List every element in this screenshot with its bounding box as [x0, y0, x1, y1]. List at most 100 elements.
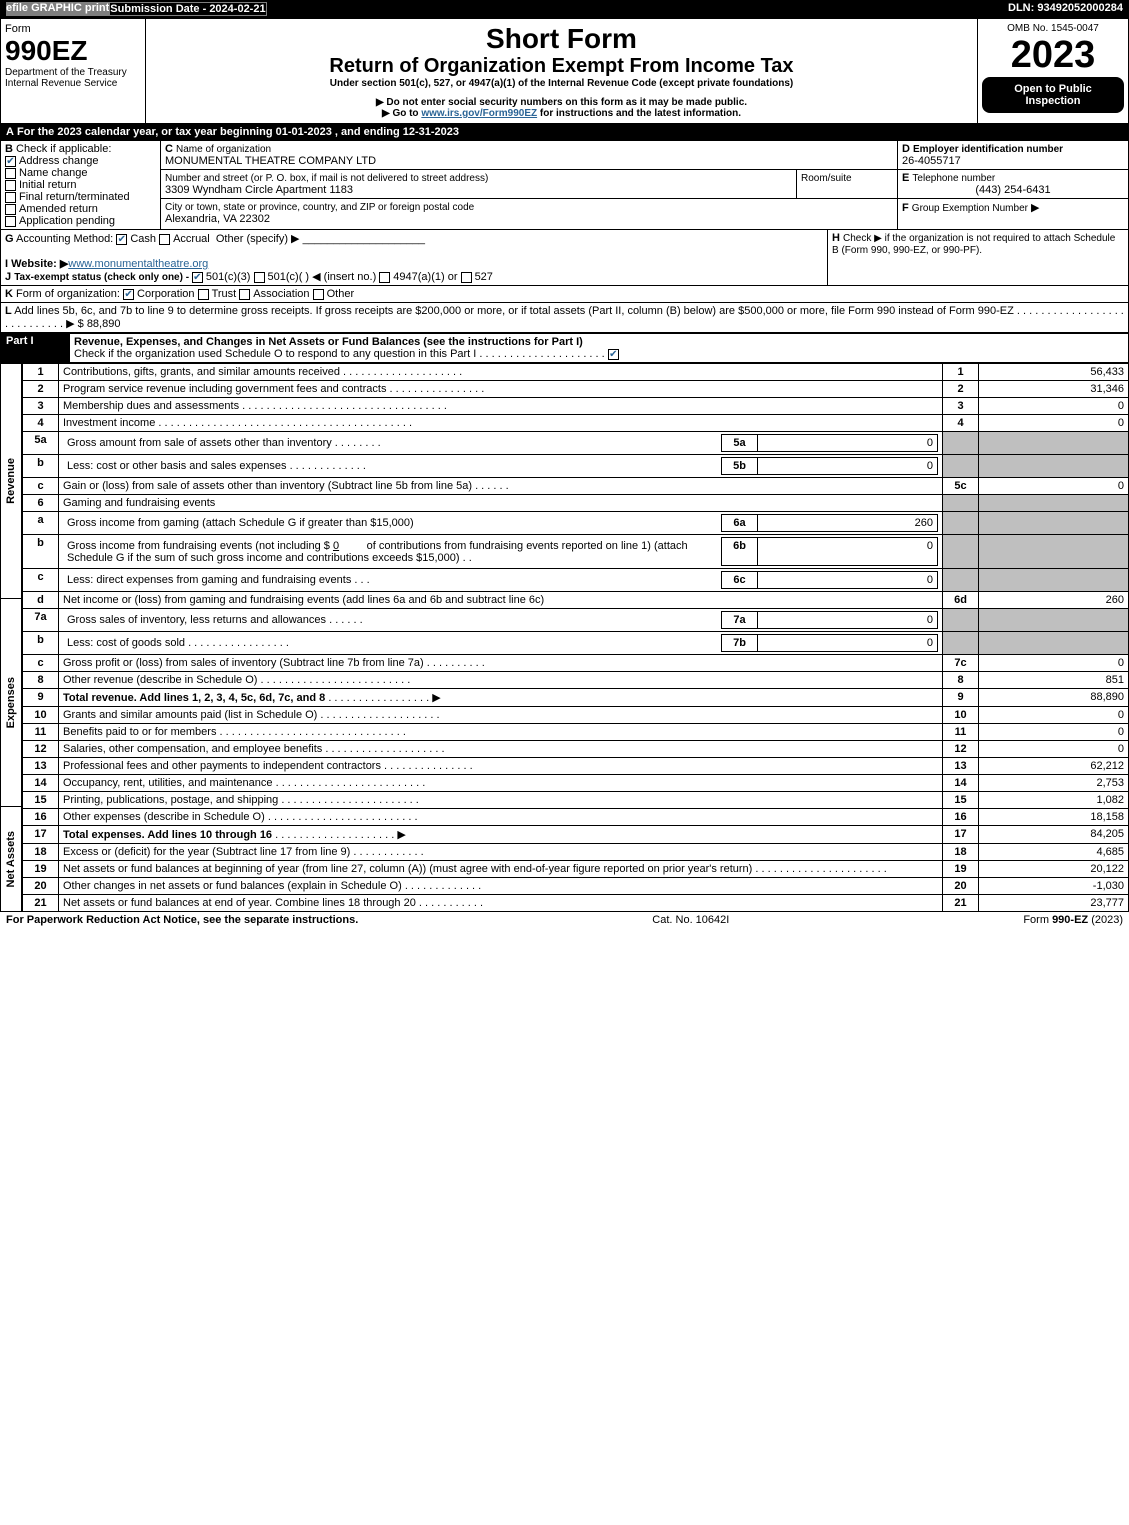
- lbl-501c3: 501(c)(3): [206, 271, 251, 283]
- title-main: Return of Organization Exempt From Incom…: [150, 55, 973, 78]
- ln14-text: Occupancy, rent, utilities, and maintena…: [63, 777, 273, 789]
- ln3-num: 3: [23, 398, 59, 415]
- ln7b-text: Less: cost of goods sold: [67, 637, 185, 649]
- ln6b-num: b: [23, 535, 59, 569]
- ln6a-num: a: [23, 512, 59, 535]
- lbl-insert: ◀ (insert no.): [312, 271, 376, 283]
- ln7c-amt: 0: [979, 655, 1129, 672]
- chk-name-change[interactable]: [5, 168, 16, 179]
- page-footer: For Paperwork Reduction Act Notice, see …: [0, 912, 1129, 928]
- website-link[interactable]: www.monumentaltheatre.org: [68, 258, 208, 270]
- ln7a-text: Gross sales of inventory, less returns a…: [67, 614, 326, 626]
- ln16-num: 16: [23, 809, 59, 826]
- ln14-amt: 2,753: [979, 775, 1129, 792]
- ln5a-text: Gross amount from sale of assets other t…: [67, 437, 332, 449]
- lbl-other-method: Other (specify) ▶: [216, 233, 300, 245]
- note-goto-post: for instructions and the latest informat…: [537, 108, 741, 119]
- chk-pending[interactable]: [5, 216, 16, 227]
- efile-label[interactable]: efile GRAPHIC print: [6, 2, 109, 16]
- part1-heading: Revenue, Expenses, and Changes in Net As…: [74, 336, 583, 348]
- g-label: Accounting Method:: [16, 233, 113, 245]
- ln1-amt: 56,433: [979, 364, 1129, 381]
- vlabel-revenue: Revenue: [5, 458, 17, 504]
- ln6d-text: Net income or (loss) from gaming and fun…: [59, 592, 943, 609]
- ln6c-num: c: [23, 569, 59, 592]
- chk-527[interactable]: [461, 272, 472, 283]
- ln14-num: 14: [23, 775, 59, 792]
- open-public-badge: Open to Public Inspection: [982, 77, 1124, 113]
- ln7a-subamt: 0: [758, 612, 938, 629]
- chk-4947[interactable]: [379, 272, 390, 283]
- ln7a-subref: 7a: [722, 612, 758, 629]
- ln6b-inlineamt: 0: [333, 540, 339, 552]
- chk-initial-return[interactable]: [5, 180, 16, 191]
- ln5a-num: 5a: [23, 432, 59, 455]
- chk-address-change[interactable]: [5, 156, 16, 167]
- ln4-amt: 0: [979, 415, 1129, 432]
- ln1-num: 1: [23, 364, 59, 381]
- chk-other-org[interactable]: [313, 289, 324, 300]
- ln18-ref: 18: [943, 844, 979, 861]
- ein-value: 26-4055717: [902, 155, 961, 167]
- vlabel-expenses: Expenses: [5, 677, 17, 728]
- city-value: Alexandria, VA 22302: [165, 213, 270, 225]
- ln5b-num: b: [23, 455, 59, 478]
- ln2-amt: 31,346: [979, 381, 1129, 398]
- lbl-final-return: Final return/terminated: [19, 191, 130, 203]
- c-name-label: Name of organization: [176, 144, 271, 155]
- ln21-num: 21: [23, 895, 59, 912]
- ln13-num: 13: [23, 758, 59, 775]
- chk-accrual[interactable]: [159, 234, 170, 245]
- chk-assoc[interactable]: [239, 289, 250, 300]
- chk-final-return[interactable]: [5, 192, 16, 203]
- chk-trust[interactable]: [198, 289, 209, 300]
- street-label: Number and street (or P. O. box, if mail…: [165, 173, 488, 184]
- chk-amended[interactable]: [5, 204, 16, 215]
- ln6b-subamt: 0: [758, 538, 938, 566]
- lbl-name-change: Name change: [19, 167, 88, 179]
- ln3-ref: 3: [943, 398, 979, 415]
- ln20-text: Other changes in net assets or fund bala…: [63, 880, 402, 892]
- ln5c-num: c: [23, 478, 59, 495]
- org-name: MONUMENTAL THEATRE COMPANY LTD: [165, 155, 376, 167]
- chk-501c3[interactable]: [192, 272, 203, 283]
- l-amount: $ 88,890: [78, 318, 121, 330]
- irs-link[interactable]: www.irs.gov/Form990EZ: [421, 108, 537, 119]
- ln6d-ref: 6d: [943, 592, 979, 609]
- ln9-ref: 9: [943, 689, 979, 707]
- city-label: City or town, state or province, country…: [165, 202, 474, 213]
- ln2-text: Program service revenue including govern…: [63, 383, 386, 395]
- dln: DLN: 93492052000284: [1002, 0, 1129, 18]
- note-goto: ▶ Go to www.irs.gov/Form990EZ for instru…: [150, 108, 973, 119]
- ln20-amt: -1,030: [979, 878, 1129, 895]
- e-label: Telephone number: [912, 173, 995, 184]
- lines-table: 1Contributions, gifts, grants, and simil…: [22, 363, 1129, 912]
- vlabel-netassets: Net Assets: [5, 831, 17, 887]
- chk-501c[interactable]: [254, 272, 265, 283]
- g-h-block: G Accounting Method: Cash Accrual Other …: [0, 230, 1129, 286]
- ln2-num: 2: [23, 381, 59, 398]
- k-block: K Form of organization: Corporation Trus…: [0, 286, 1129, 303]
- part1-header: Part I Revenue, Expenses, and Changes in…: [0, 333, 1129, 363]
- footer-right: Form 990-EZ (2023): [1023, 914, 1123, 926]
- street-value: 3309 Wyndham Circle Apartment 1183: [165, 184, 353, 196]
- ln4-num: 4: [23, 415, 59, 432]
- lbl-address-change: Address change: [19, 155, 99, 167]
- ln8-amt: 851: [979, 672, 1129, 689]
- note-ssn: ▶ Do not enter social security numbers o…: [150, 97, 973, 108]
- ln12-ref: 12: [943, 741, 979, 758]
- ln6a-subref: 6a: [722, 515, 758, 532]
- footer-mid: Cat. No. 10642I: [652, 914, 729, 926]
- ln15-num: 15: [23, 792, 59, 809]
- ln12-text: Salaries, other compensation, and employ…: [63, 743, 322, 755]
- chk-corp[interactable]: [123, 289, 134, 300]
- room-label: Room/suite: [801, 173, 852, 184]
- ln13-ref: 13: [943, 758, 979, 775]
- ln7b-subamt: 0: [758, 635, 938, 652]
- ln10-ref: 10: [943, 707, 979, 724]
- ln20-num: 20: [23, 878, 59, 895]
- ln6a-text: Gross income from gaming (attach Schedul…: [67, 517, 414, 529]
- chk-cash[interactable]: [116, 234, 127, 245]
- chk-schedule-o[interactable]: [608, 349, 619, 360]
- ln15-text: Printing, publications, postage, and shi…: [63, 794, 278, 806]
